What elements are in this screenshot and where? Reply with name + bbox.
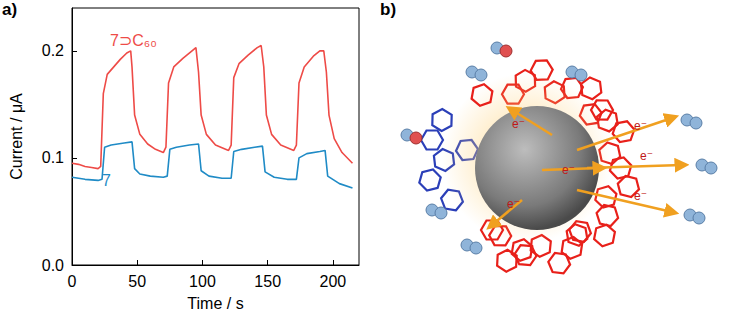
svg-text:Current / μA: Current / μA: [8, 93, 25, 180]
svg-text:0.2: 0.2: [42, 42, 64, 59]
svg-text:e⁻: e⁻: [634, 119, 647, 133]
svg-text:0: 0: [68, 273, 77, 290]
html-text:a): a): [2, 0, 18, 19]
svg-text:e⁻: e⁻: [634, 189, 647, 203]
svg-text:150: 150: [254, 273, 281, 290]
svg-text:100: 100: [189, 273, 216, 290]
svg-text:0.0: 0.0: [42, 257, 64, 274]
svg-text:e⁻: e⁻: [640, 149, 653, 163]
svg-text:e⁻: e⁻: [562, 163, 575, 177]
svg-text:e⁻: e⁻: [512, 117, 525, 131]
svg-text:Time / s: Time / s: [187, 295, 243, 312]
svg-text:e⁻: e⁻: [507, 197, 520, 211]
svg-text:7: 7: [102, 172, 111, 189]
svg-text:0.1: 0.1: [42, 149, 64, 166]
svg-text:7⊃C₆₀: 7⊃C₆₀: [110, 32, 157, 49]
html-text:b): b): [380, 0, 396, 19]
svg-text:200: 200: [320, 273, 347, 290]
svg-text:50: 50: [128, 273, 146, 290]
